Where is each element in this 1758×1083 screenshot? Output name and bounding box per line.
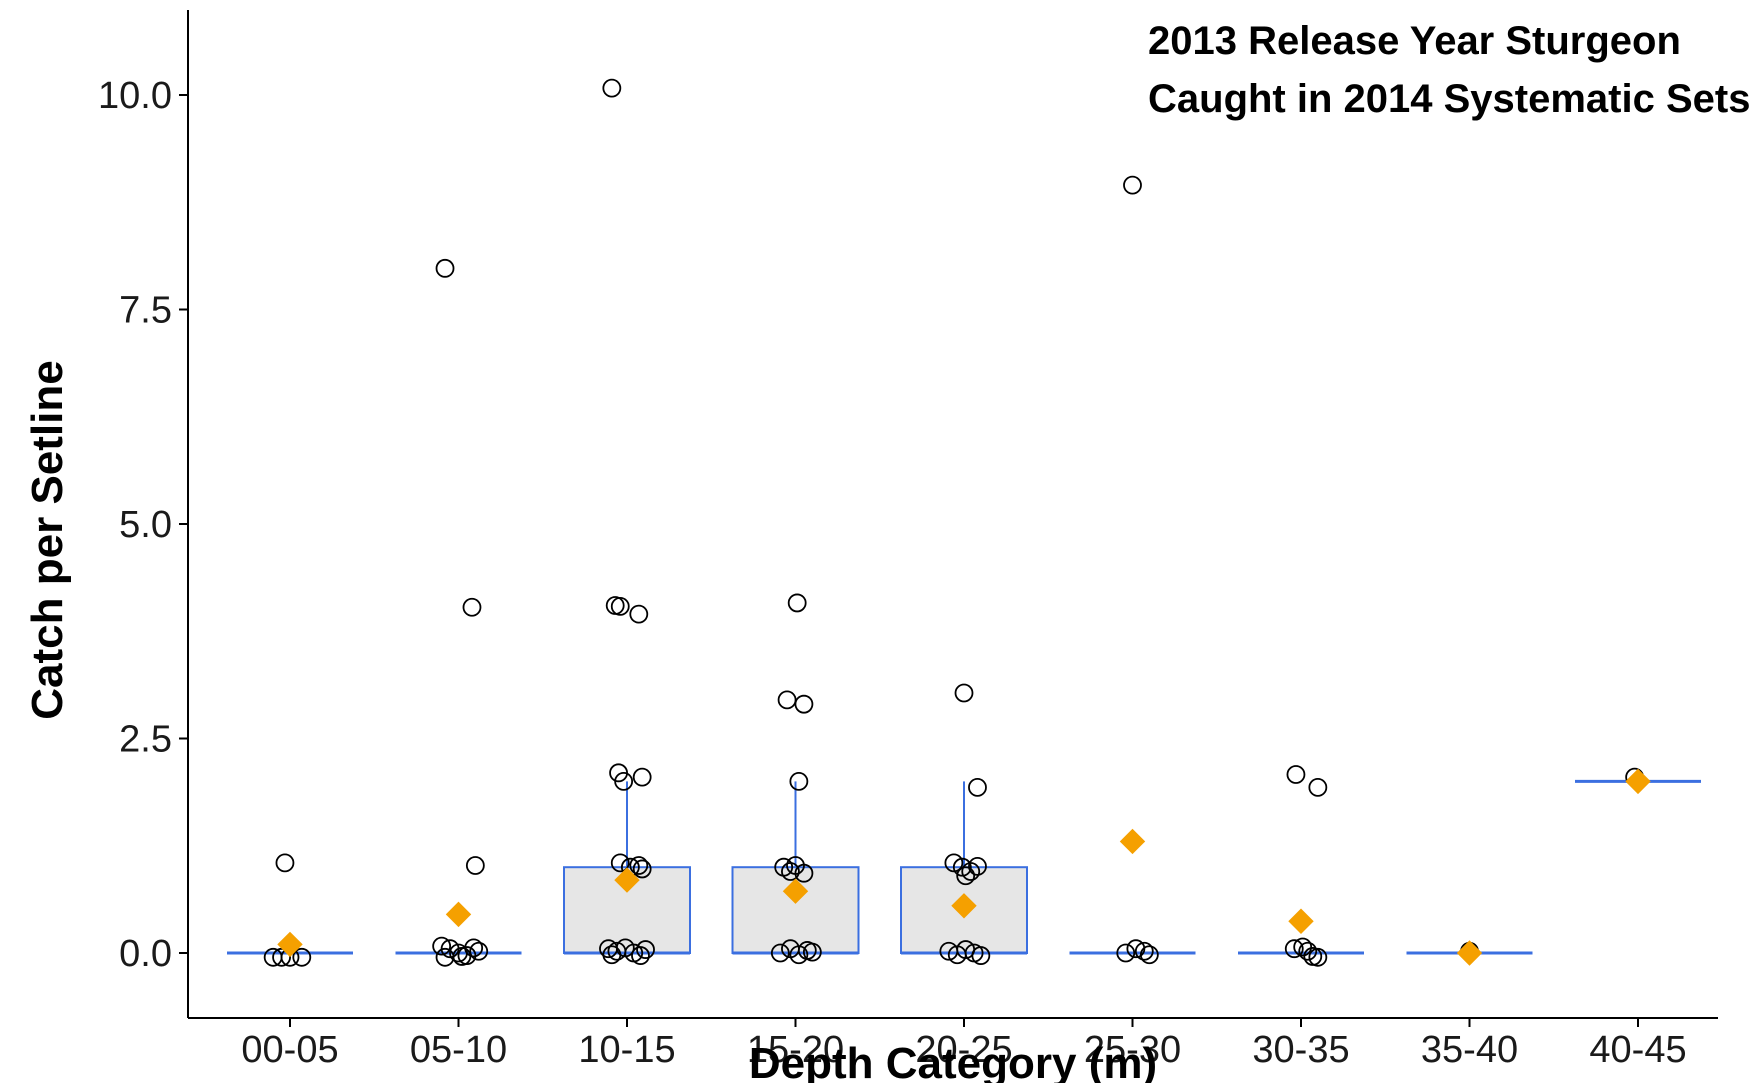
points-layer xyxy=(263,78,1645,967)
mean-marker xyxy=(1119,828,1146,855)
axes-layer xyxy=(187,10,1718,1019)
mean-marker xyxy=(951,893,977,919)
y-ticks-layer: 0.0 2.5 5.0 7.5 10.0 xyxy=(98,75,188,975)
x-tick-label: 30-35 xyxy=(1252,1029,1349,1071)
y-tick-label: 2.5 xyxy=(119,719,172,761)
data-point xyxy=(629,604,649,624)
data-point xyxy=(1123,175,1142,195)
data-point xyxy=(636,940,655,959)
y-tick-label: 0.0 xyxy=(119,933,172,975)
x-tick-label: 35-40 xyxy=(1421,1029,1518,1071)
data-point xyxy=(944,853,964,873)
y-tick-label: 10.0 xyxy=(98,75,172,117)
data-point xyxy=(614,772,634,791)
y-tick-label: 7.5 xyxy=(119,290,172,332)
data-point xyxy=(272,947,291,967)
data-point xyxy=(794,863,814,883)
mean-marker xyxy=(277,931,303,958)
data-point xyxy=(954,683,974,703)
data-point xyxy=(961,862,981,881)
data-point xyxy=(789,945,809,965)
data-point xyxy=(602,945,622,965)
data-point xyxy=(802,942,822,962)
x-tick-label: 10-15 xyxy=(578,1029,675,1071)
x-tick-label: 20-25 xyxy=(915,1029,1012,1071)
data-point xyxy=(465,856,485,875)
data-point xyxy=(968,778,987,797)
data-point xyxy=(1284,939,1304,959)
data-point xyxy=(789,772,809,791)
data-point xyxy=(610,853,630,873)
data-point xyxy=(952,857,972,877)
means-layer xyxy=(277,768,1651,966)
data-point xyxy=(602,78,622,98)
data-point xyxy=(1298,941,1318,961)
data-point xyxy=(292,947,312,967)
mean-marker xyxy=(445,901,472,928)
data-point xyxy=(971,946,991,965)
x-ticks-layer: 00-05 05-10 10-15 15-20 20-25 25-30 30-35 35-40… xyxy=(241,1018,1687,1071)
chart-title-line-1: 2013 Release Year Sturgeon xyxy=(1148,19,1681,63)
data-point xyxy=(1134,941,1154,961)
x-tick-label: 05-10 xyxy=(410,1029,507,1071)
data-point xyxy=(462,597,482,617)
data-point xyxy=(610,596,630,616)
data-point xyxy=(632,859,652,879)
data-point xyxy=(452,947,472,966)
chart-title-line-2: Caught in 2014 Systematic Sets xyxy=(1148,77,1750,121)
y-axis-title: Catch per Setline xyxy=(23,360,72,719)
chart-title: 2013 Release Year Sturgeon Caught in 201… xyxy=(1148,19,1750,121)
data-point xyxy=(1139,945,1159,965)
mean-marker xyxy=(782,878,809,904)
data-point xyxy=(794,694,814,714)
data-point xyxy=(787,593,807,613)
data-point xyxy=(781,862,800,881)
data-point xyxy=(629,856,649,875)
mean-marker xyxy=(1456,940,1483,966)
x-tick-label: 25-30 xyxy=(1084,1029,1181,1071)
data-point xyxy=(1286,765,1306,784)
x-axis-title: Depth Category (m) xyxy=(749,1039,1157,1083)
data-point xyxy=(432,936,452,956)
mean-marker xyxy=(1288,908,1314,934)
data-point xyxy=(1116,943,1136,963)
data-point xyxy=(1308,778,1328,797)
data-point xyxy=(275,853,295,873)
mean-marker xyxy=(614,867,640,893)
y-tick-label: 5.0 xyxy=(119,504,172,546)
data-point xyxy=(1293,937,1313,957)
data-point xyxy=(968,856,987,876)
x-tick-label: 00-05 xyxy=(241,1029,338,1071)
data-point xyxy=(435,258,455,278)
data-point xyxy=(770,943,790,963)
data-point xyxy=(777,690,797,710)
mean-marker xyxy=(1625,768,1651,795)
x-tick-label: 15-20 xyxy=(747,1029,844,1071)
data-point xyxy=(956,866,976,886)
data-point xyxy=(469,941,489,961)
data-point xyxy=(632,767,652,787)
x-tick-label: 40-45 xyxy=(1589,1029,1686,1071)
box-15-20 xyxy=(731,781,860,955)
data-point xyxy=(631,946,650,965)
data-point xyxy=(1308,947,1328,967)
